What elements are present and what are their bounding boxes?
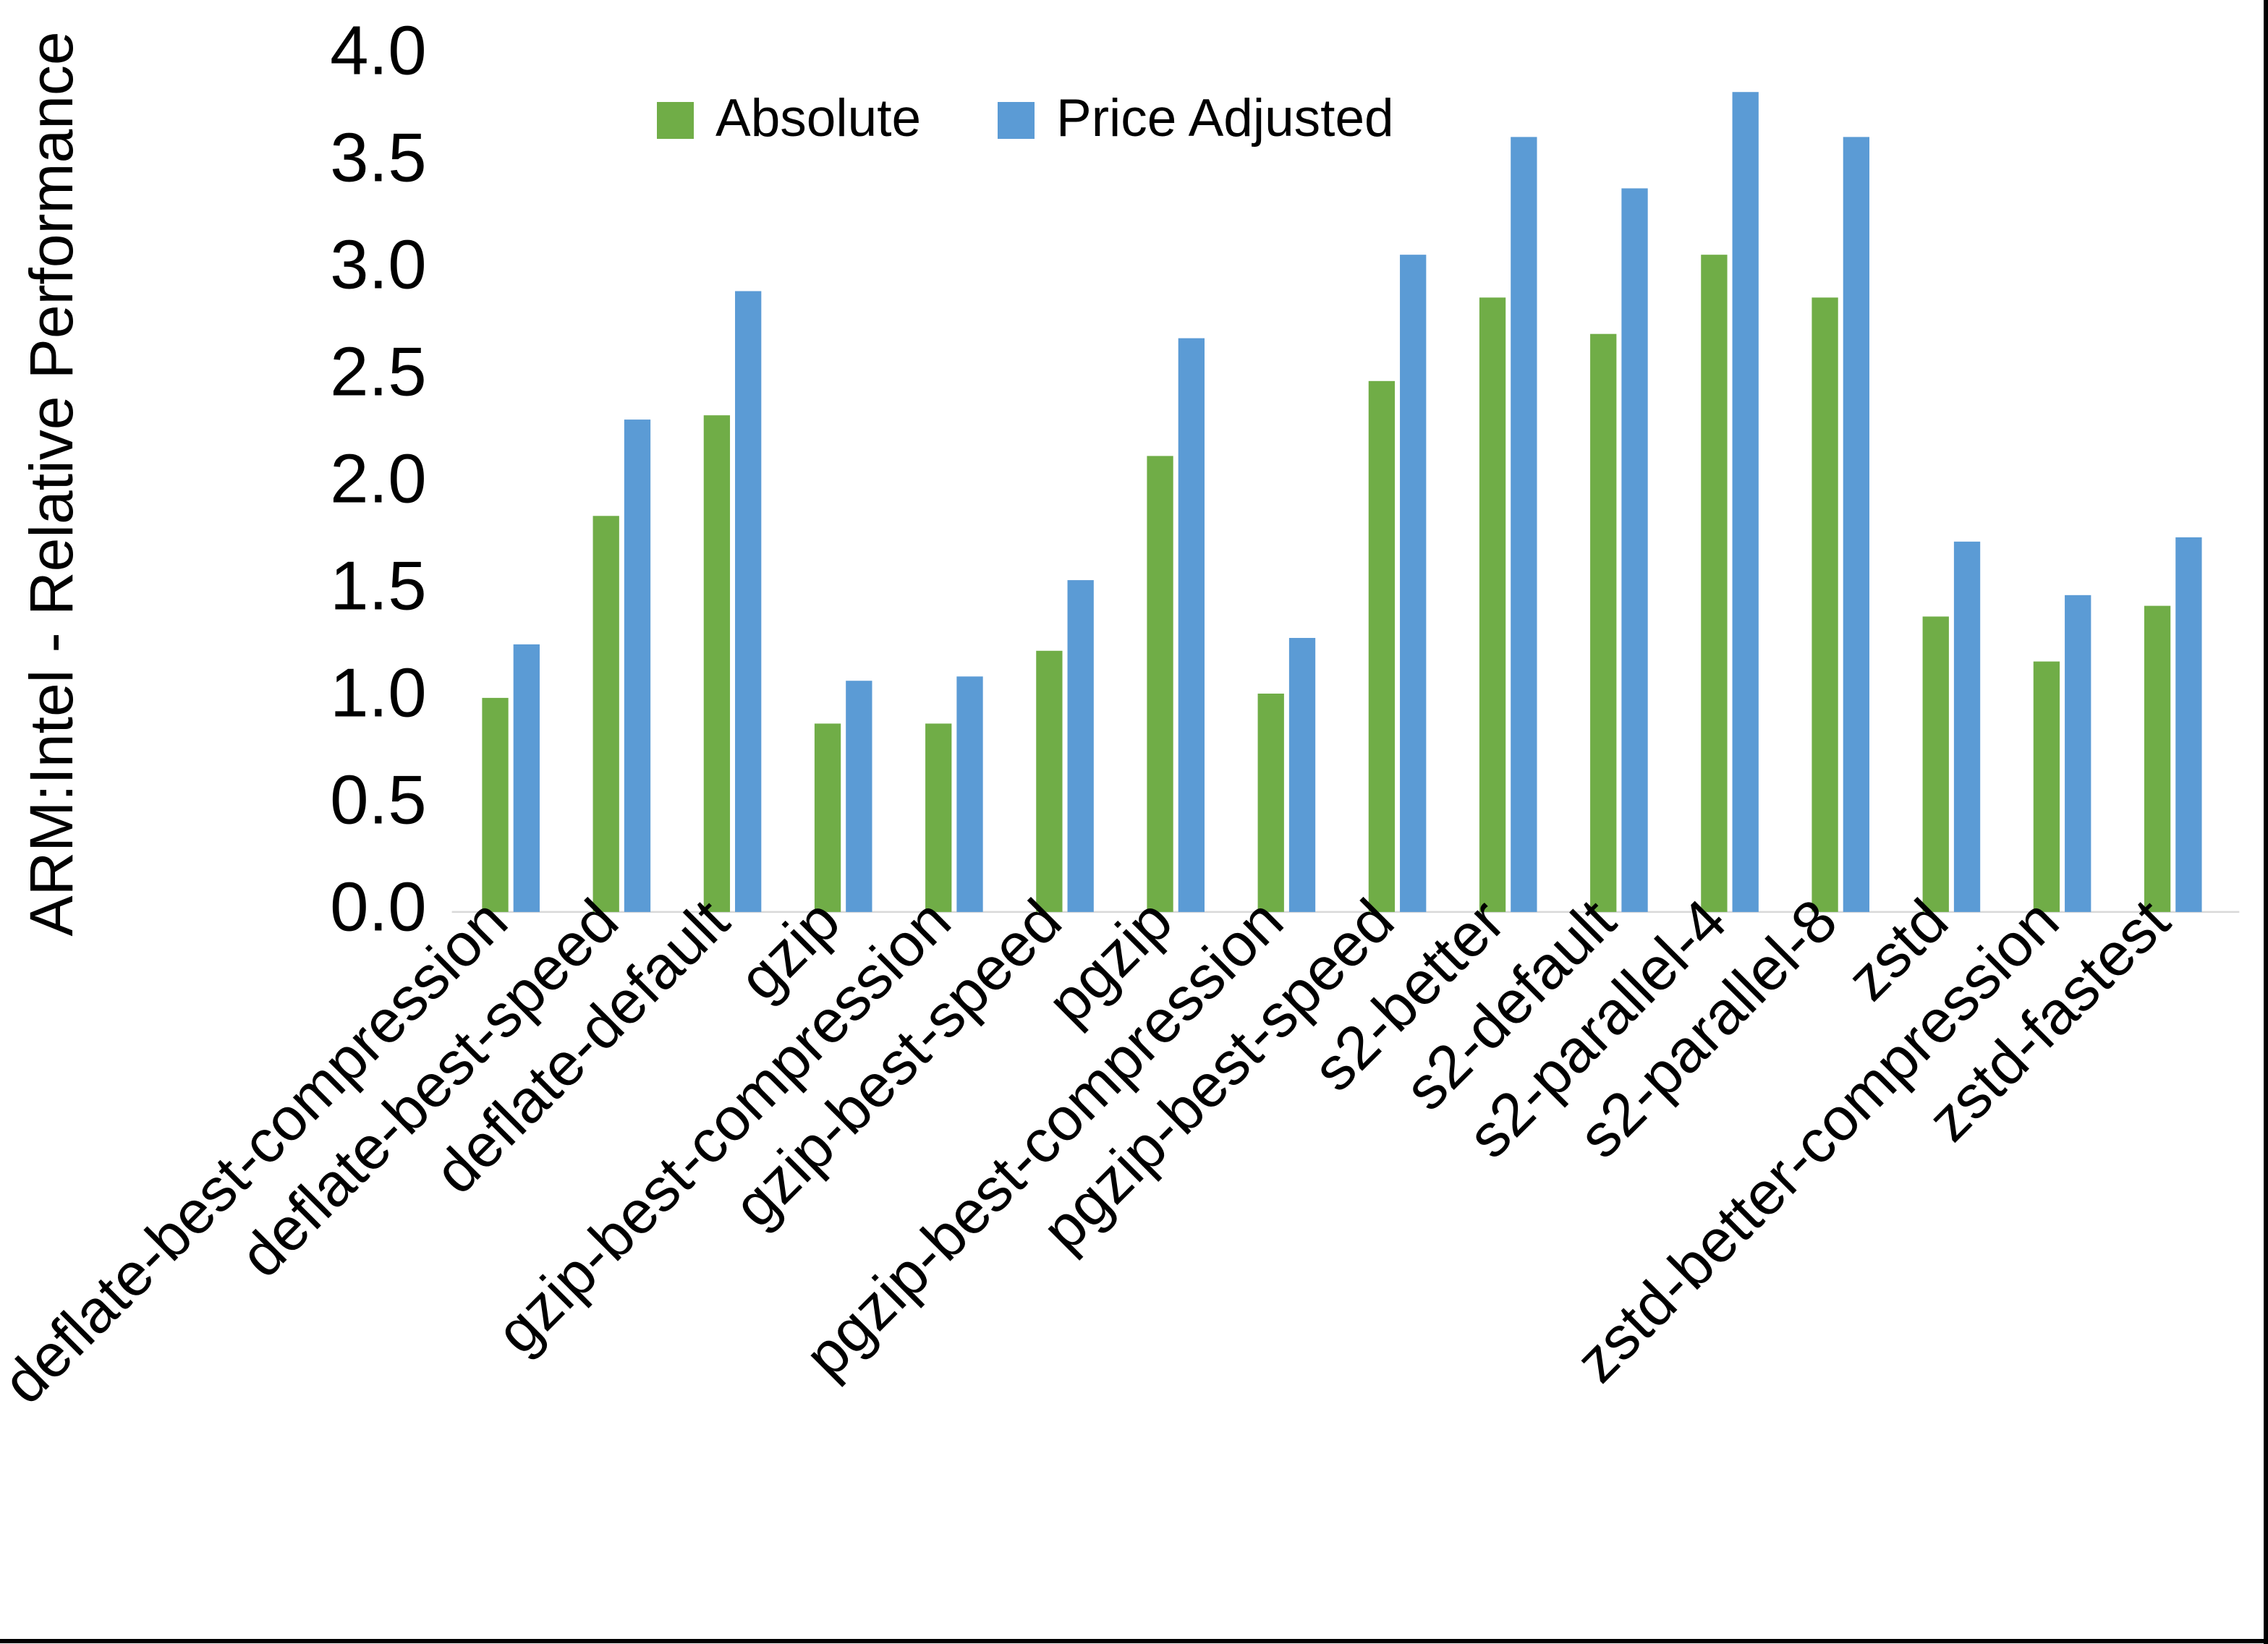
svg-text:4.0: 4.0 xyxy=(330,12,426,89)
svg-text:0.0: 0.0 xyxy=(330,868,426,945)
svg-text:0.5: 0.5 xyxy=(330,761,426,838)
svg-text:2.5: 2.5 xyxy=(330,333,426,410)
svg-text:Price Adjusted: Price Adjusted xyxy=(1056,89,1394,148)
svg-text:Absolute: Absolute xyxy=(715,89,921,148)
svg-text:ARM:Intel - Relative Performan: ARM:Intel - Relative Performance xyxy=(17,31,85,936)
svg-text:3.0: 3.0 xyxy=(330,226,426,303)
svg-text:1.5: 1.5 xyxy=(330,547,426,624)
svg-text:2.0: 2.0 xyxy=(330,440,426,517)
svg-text:3.5: 3.5 xyxy=(330,119,426,196)
svg-text:1.0: 1.0 xyxy=(330,654,426,731)
